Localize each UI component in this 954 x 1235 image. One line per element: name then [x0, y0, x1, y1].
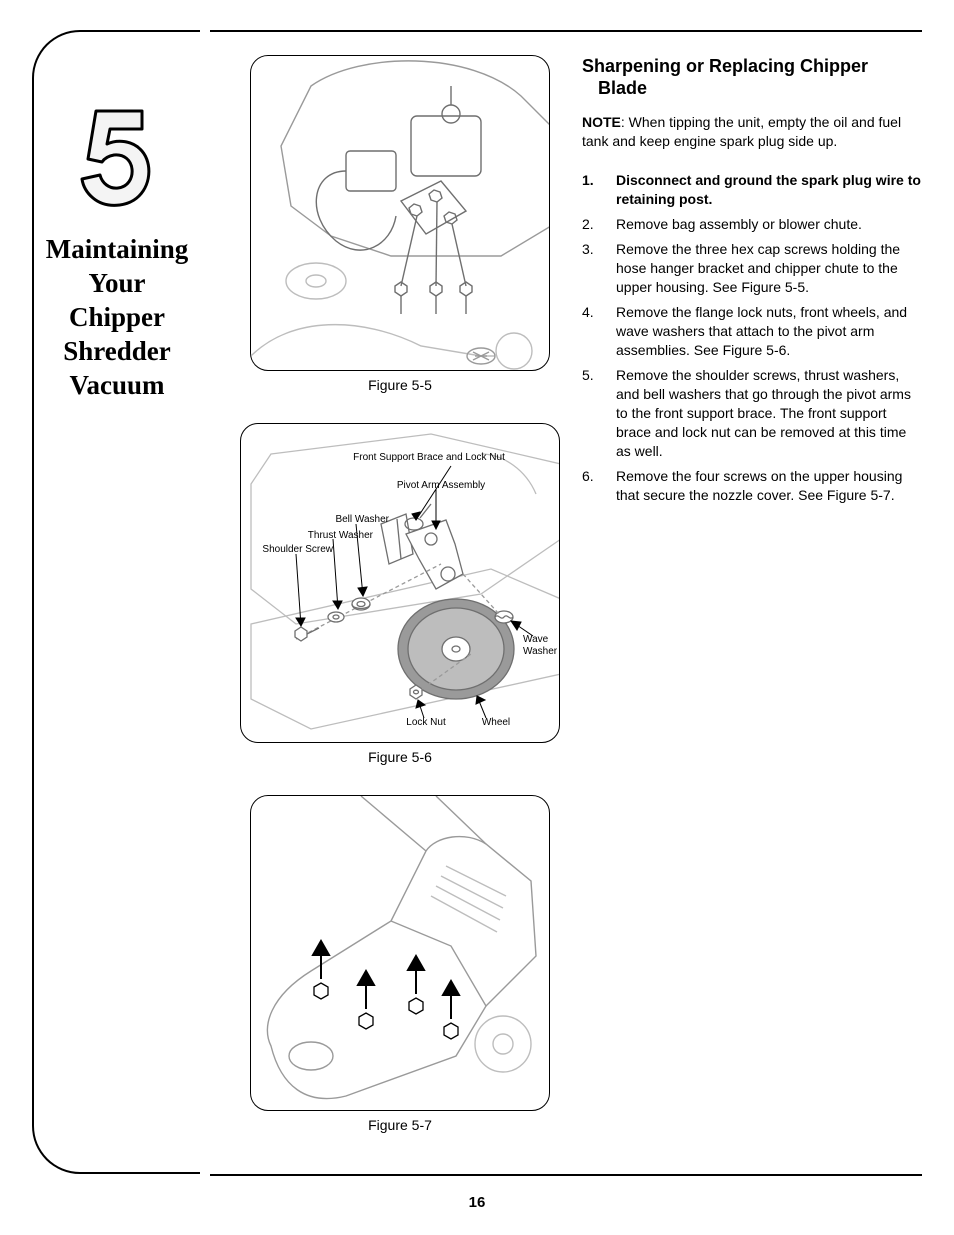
chapter-tab: Maintaining Your Chipper Shredder Vacuum [32, 30, 200, 1174]
figure-5-5-illustration [251, 56, 550, 371]
fig-label-text: Wave [523, 634, 548, 645]
instruction-column: Sharpening or Replacing Chipper Blade NO… [582, 55, 922, 511]
fig-label-bell-washer: Bell Washer [319, 514, 389, 526]
section-heading-line: Sharpening or Replacing Chipper [582, 56, 868, 76]
chapter-title-line: Vacuum [69, 370, 164, 400]
step-text: Remove the shoulder screws, thrust washe… [616, 367, 911, 459]
figure-5-6-illustration [241, 424, 560, 743]
step-item: Remove the flange lock nuts, front wheel… [582, 303, 922, 360]
figure-5-6: Front Support Brace and Lock Nut Pivot A… [240, 423, 560, 743]
note-label: NOTE [582, 114, 621, 130]
figure-5-5 [250, 55, 550, 371]
step-item: Remove the four screws on the upper hous… [582, 467, 922, 505]
step-item: Remove the shoulder screws, thrust washe… [582, 366, 922, 461]
fig-label-pivot-arm: Pivot Arm Assembly [381, 480, 501, 492]
step-text: Remove bag assembly or blower chute. [616, 216, 862, 232]
step-text: Remove the four screws on the upper hous… [616, 468, 902, 503]
fig-label-lock-nut: Lock Nut [396, 717, 456, 729]
fig-label-wheel: Wheel [471, 717, 521, 729]
figure-5-7-illustration [251, 796, 550, 1111]
chapter-number [34, 97, 200, 222]
fig-label-shoulder-screw: Shoulder Screw [245, 544, 333, 556]
section-heading-line: Blade [598, 77, 922, 99]
chapter-title: Maintaining Your Chipper Shredder Vacuum [44, 232, 190, 402]
step-text: Remove the three hex cap screws holding … [616, 241, 900, 295]
figure-caption: Figure 5-5 [240, 377, 560, 393]
bottom-rule [210, 1174, 922, 1176]
chapter-number-glyph [62, 97, 172, 217]
note-paragraph: NOTE: When tipping the unit, empty the o… [582, 113, 922, 151]
chapter-title-line: Maintaining [46, 234, 189, 264]
step-item: Disconnect and ground the spark plug wir… [582, 171, 922, 209]
top-rule [210, 30, 922, 32]
step-item: Remove bag assembly or blower chute. [582, 215, 922, 234]
manual-page: Maintaining Your Chipper Shredder Vacuum [0, 0, 954, 1235]
figure-caption: Figure 5-6 [240, 749, 560, 765]
fig-label-front-support: Front Support Brace and Lock Nut [339, 452, 519, 464]
figure-5-7 [250, 795, 550, 1111]
section-heading: Sharpening or Replacing Chipper Blade [582, 55, 922, 99]
fig-label-wave-washer: Wave Washer [523, 634, 559, 658]
step-item: Remove the three hex cap screws holding … [582, 240, 922, 297]
fig-label-thrust-washer: Thrust Washer [283, 530, 373, 542]
steps-list: Disconnect and ground the spark plug wir… [582, 171, 922, 505]
page-number: 16 [0, 1194, 954, 1211]
step-text: Remove the flange lock nuts, front wheel… [616, 304, 907, 358]
note-text: : When tipping the unit, empty the oil a… [582, 114, 901, 149]
step-text: Disconnect and ground the spark plug wir… [616, 172, 921, 207]
fig-label-text: Washer [523, 646, 557, 657]
figures-column: Figure 5-5 [240, 55, 560, 1133]
figure-caption: Figure 5-7 [240, 1117, 560, 1133]
chapter-title-line: Chipper [69, 302, 165, 332]
chapter-title-line: Your [88, 268, 145, 298]
chapter-title-line: Shredder [63, 336, 171, 366]
